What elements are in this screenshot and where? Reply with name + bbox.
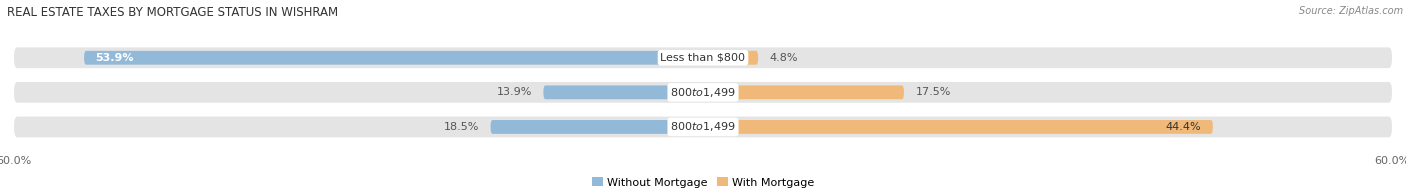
Text: 44.4%: 44.4% xyxy=(1166,122,1201,132)
Text: REAL ESTATE TAXES BY MORTGAGE STATUS IN WISHRAM: REAL ESTATE TAXES BY MORTGAGE STATUS IN … xyxy=(7,6,339,19)
FancyBboxPatch shape xyxy=(14,47,1392,68)
FancyBboxPatch shape xyxy=(703,51,758,65)
FancyBboxPatch shape xyxy=(543,85,703,99)
Text: $800 to $1,499: $800 to $1,499 xyxy=(671,86,735,99)
FancyBboxPatch shape xyxy=(703,85,904,99)
FancyBboxPatch shape xyxy=(84,51,703,65)
Text: Less than $800: Less than $800 xyxy=(661,53,745,63)
Text: 53.9%: 53.9% xyxy=(96,53,134,63)
FancyBboxPatch shape xyxy=(703,120,1213,134)
FancyBboxPatch shape xyxy=(491,120,703,134)
Text: 4.8%: 4.8% xyxy=(769,53,799,63)
Text: Source: ZipAtlas.com: Source: ZipAtlas.com xyxy=(1299,6,1403,16)
FancyBboxPatch shape xyxy=(14,82,1392,103)
Legend: Without Mortgage, With Mortgage: Without Mortgage, With Mortgage xyxy=(588,173,818,192)
Text: 18.5%: 18.5% xyxy=(444,122,479,132)
Text: 13.9%: 13.9% xyxy=(496,87,531,97)
Text: $800 to $1,499: $800 to $1,499 xyxy=(671,120,735,133)
FancyBboxPatch shape xyxy=(14,117,1392,137)
Text: 17.5%: 17.5% xyxy=(915,87,950,97)
